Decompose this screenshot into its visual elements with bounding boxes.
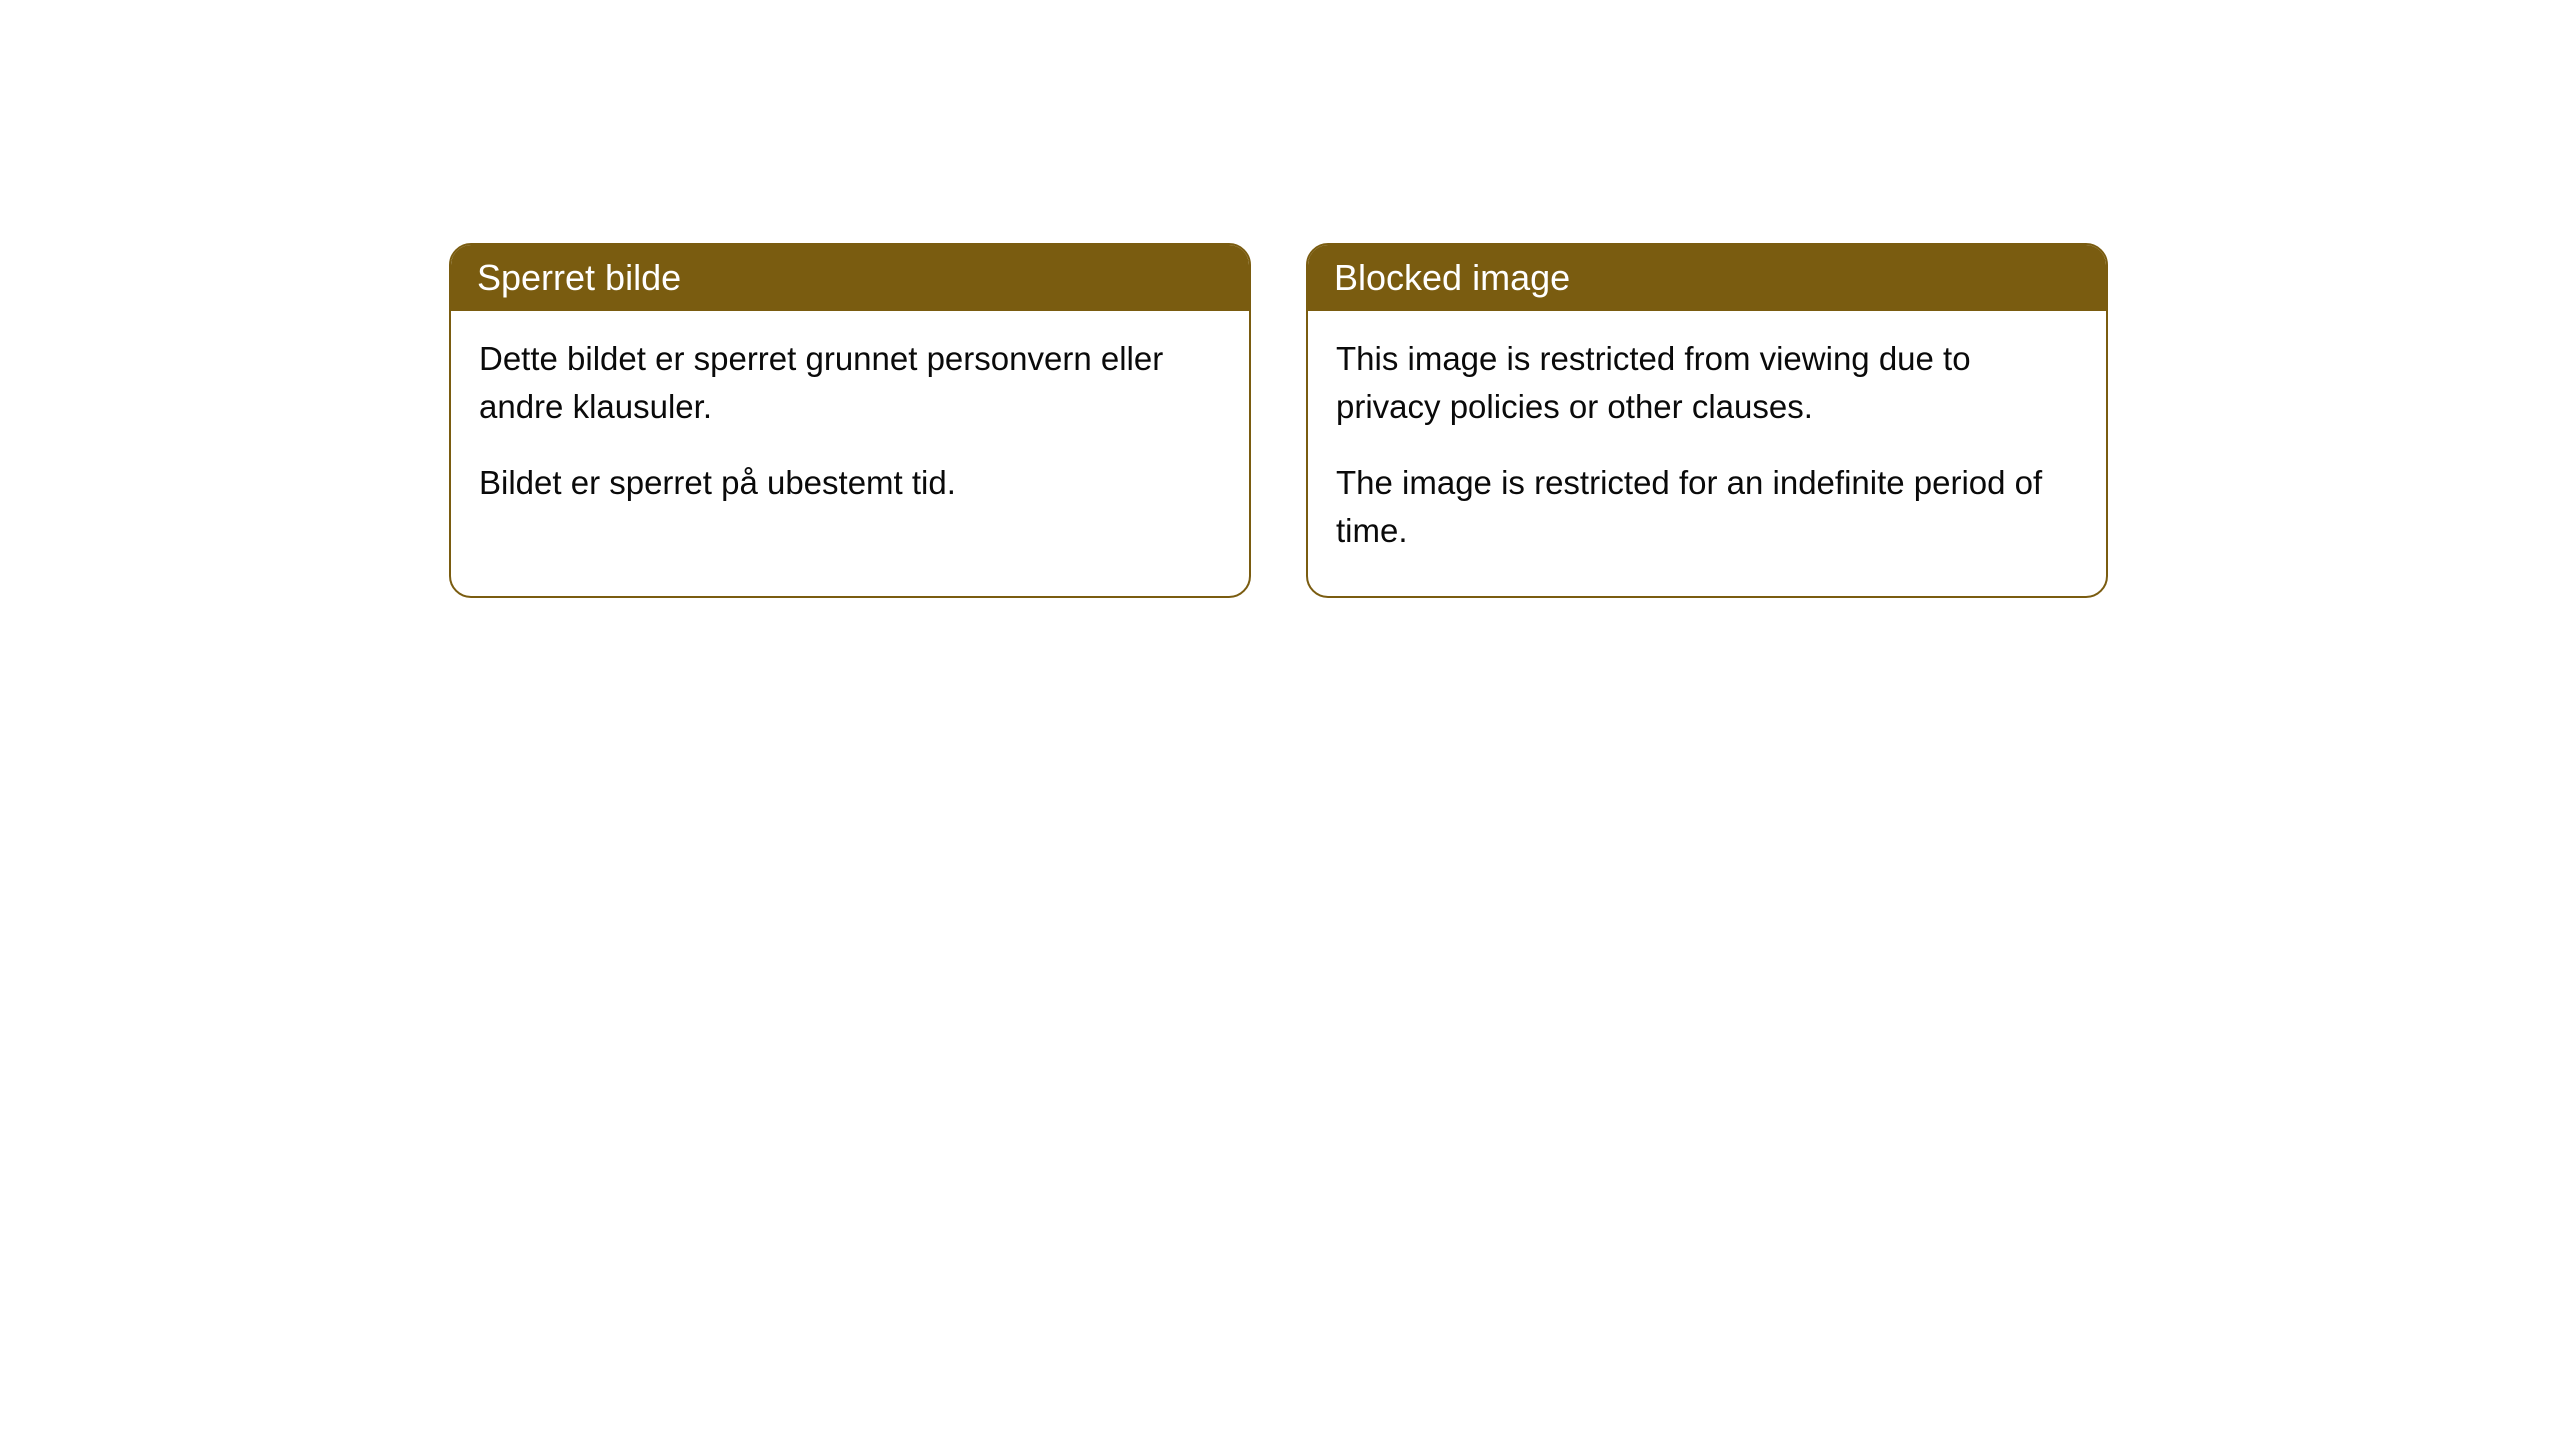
card-header: Sperret bilde <box>451 245 1249 311</box>
card-title: Blocked image <box>1334 257 1570 298</box>
card-paragraph: This image is restricted from viewing du… <box>1336 335 2078 431</box>
card-paragraph: Bildet er sperret på ubestemt tid. <box>479 459 1221 507</box>
notice-cards-container: Sperret bilde Dette bildet er sperret gr… <box>449 243 2108 598</box>
card-title: Sperret bilde <box>477 257 681 298</box>
card-body: This image is restricted from viewing du… <box>1308 311 2106 596</box>
card-paragraph: The image is restricted for an indefinit… <box>1336 459 2078 555</box>
notice-card-english: Blocked image This image is restricted f… <box>1306 243 2108 598</box>
card-header: Blocked image <box>1308 245 2106 311</box>
card-body: Dette bildet er sperret grunnet personve… <box>451 311 1249 549</box>
card-paragraph: Dette bildet er sperret grunnet personve… <box>479 335 1221 431</box>
notice-card-norwegian: Sperret bilde Dette bildet er sperret gr… <box>449 243 1251 598</box>
